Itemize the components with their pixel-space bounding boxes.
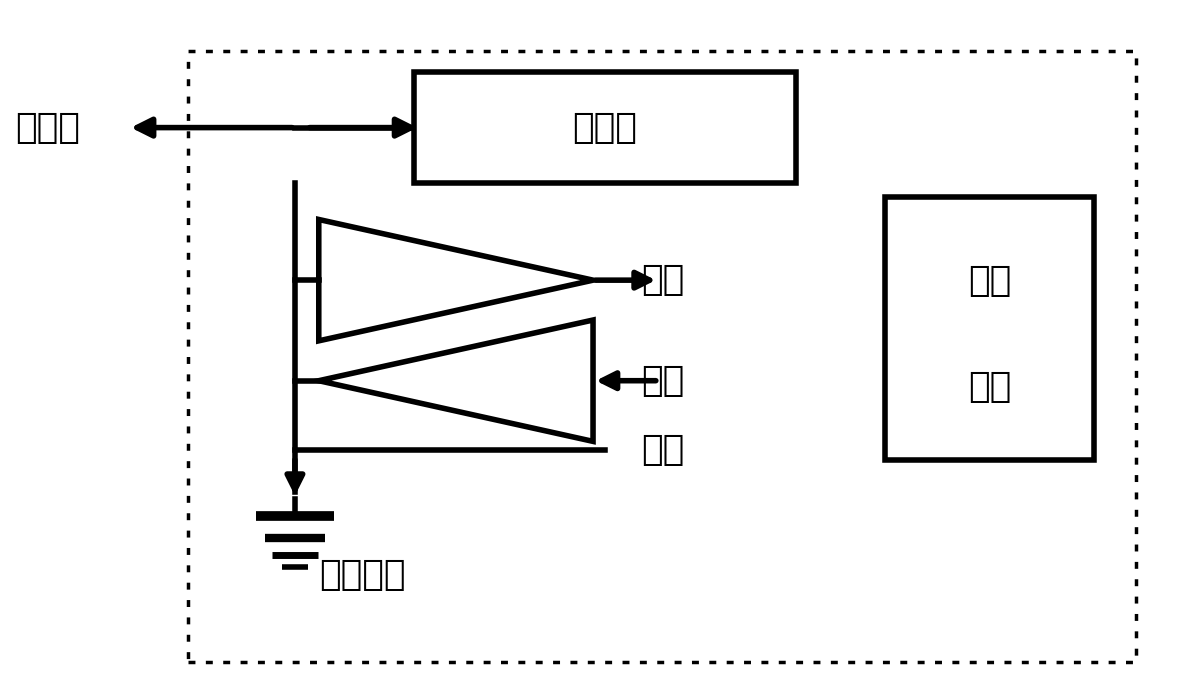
Text: 接受: 接受	[641, 263, 684, 297]
Text: 发射: 发射	[641, 363, 684, 398]
Text: 单总线: 单总线	[14, 110, 79, 145]
Bar	[415, 72, 795, 183]
Text: 电路: 电路	[968, 370, 1011, 403]
Text: 序列号: 序列号	[573, 110, 637, 145]
Text: 功能: 功能	[968, 264, 1011, 298]
Text: 能量存储: 能量存储	[319, 558, 405, 592]
Text: 电源: 电源	[641, 433, 684, 467]
Bar	[885, 197, 1094, 461]
